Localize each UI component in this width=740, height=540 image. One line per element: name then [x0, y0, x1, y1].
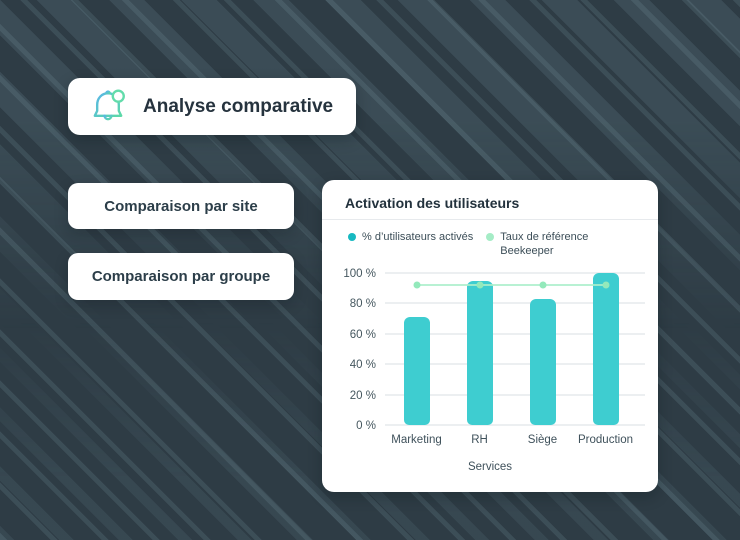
gridline: [385, 424, 645, 426]
comparaison-par-site-button[interactable]: Comparaison par site: [68, 183, 294, 229]
legend-dot-icon: [348, 233, 356, 241]
chart-title: Activation des utilisateurs: [345, 195, 520, 211]
gridline: [385, 302, 645, 305]
x-axis-label: Marketing: [391, 434, 442, 446]
gridline: [385, 363, 645, 366]
y-axis-label: 40 %: [349, 359, 376, 372]
reference-dot: [539, 281, 546, 289]
y-axis-label: 100 %: [343, 268, 376, 280]
bell-notification-icon: [86, 85, 130, 129]
chart-title-divider: [322, 219, 658, 220]
comparaison-par-groupe-button[interactable]: Comparaison par groupe: [68, 253, 294, 300]
header-card: Analyse comparative: [68, 78, 356, 135]
legend-dot-icon: [486, 233, 495, 241]
plot-area: 0 % 20 % 40 % 60 % 80 % 100 % Marketing RH Siège…: [343, 268, 645, 446]
bar-siège: [529, 298, 556, 425]
gridline: [385, 272, 645, 274]
y-axis-label: 80 %: [349, 298, 376, 311]
x-axis-label: Siège: [527, 434, 558, 446]
x-axis-label: RH: [471, 434, 488, 446]
chart-card: Activation des utilisateurs % d’utilisat…: [322, 180, 658, 492]
legend-item: % d’utilisateurs activés: [348, 230, 473, 244]
gridline: [385, 393, 645, 396]
y-axis-label: 0 %: [356, 420, 376, 432]
reference-dot: [413, 281, 420, 289]
chart-legend: % d’utilisateurs activés Taux de référenc…: [348, 230, 648, 258]
x-axis-title: Services: [467, 461, 513, 473]
legend-item: Taux de référence Beekeeper: [486, 230, 596, 258]
reference-dot: [476, 281, 483, 289]
header-title: Analyse comparative: [143, 95, 334, 117]
bar-production: [592, 273, 619, 425]
reference-dot: [602, 281, 609, 289]
x-axis-label: Production: [578, 434, 633, 446]
gridline: [385, 332, 645, 335]
legend-label: % d’utilisateurs activés: [362, 231, 474, 243]
reference-line: [416, 284, 606, 287]
y-axis-label: 20 %: [349, 389, 376, 402]
bar-rh: [466, 280, 493, 425]
bar-marketing: [403, 317, 430, 425]
legend-label: Taux de référence Beekeeper: [500, 231, 589, 257]
y-axis-label: 60 %: [349, 328, 376, 341]
